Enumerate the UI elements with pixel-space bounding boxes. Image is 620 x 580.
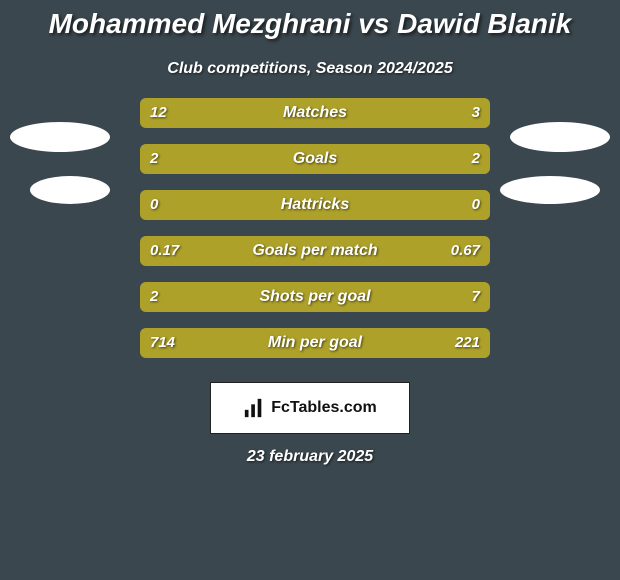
value-left: 2 [150,282,158,312]
page-title: Mohammed Mezghrani vs Dawid Blanik [0,0,620,40]
value-right: 3 [472,98,480,128]
bar-track [140,144,490,174]
bar-left [140,190,490,220]
stat-row: Min per goal714221 [0,328,620,374]
value-left: 12 [150,98,167,128]
bar-left [140,144,315,174]
bar-track [140,236,490,266]
value-left: 2 [150,144,158,174]
value-left: 0.17 [150,236,179,266]
bar-left [140,98,420,128]
bar-right [315,144,490,174]
decor-ellipse [510,122,610,152]
page-subtitle: Club competitions, Season 2024/2025 [0,60,620,78]
badge-text: FcTables.com [271,399,377,417]
bar-right [210,236,490,266]
bar-track [140,98,490,128]
bar-track [140,282,490,312]
value-right: 0.67 [451,236,480,266]
bar-left [140,328,406,358]
value-right: 221 [455,328,480,358]
bar-track [140,328,490,358]
decor-ellipse [30,176,110,204]
bar-track [140,190,490,220]
stat-row: Shots per goal27 [0,282,620,328]
value-right: 2 [472,144,480,174]
value-right: 7 [472,282,480,312]
decor-ellipse [500,176,600,204]
bar-chart-icon [243,397,265,419]
value-left: 0 [150,190,158,220]
stat-row: Goals per match0.170.67 [0,236,620,282]
value-left: 714 [150,328,175,358]
decor-ellipse [10,122,110,152]
bar-right [217,282,490,312]
date-label: 23 february 2025 [0,448,620,466]
value-right: 0 [472,190,480,220]
fctables-badge[interactable]: FcTables.com [210,382,410,434]
